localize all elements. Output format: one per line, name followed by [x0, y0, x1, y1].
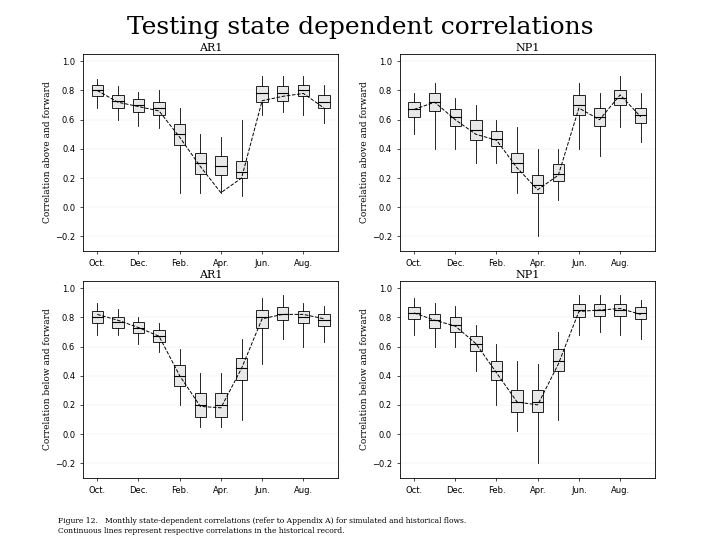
Title: AR1: AR1: [199, 43, 222, 53]
Bar: [236, 160, 247, 178]
Bar: [408, 102, 420, 117]
Bar: [297, 85, 309, 96]
Bar: [573, 95, 585, 116]
Bar: [532, 390, 544, 412]
Bar: [429, 93, 441, 111]
Bar: [236, 358, 247, 380]
Bar: [635, 307, 647, 319]
Bar: [594, 304, 606, 316]
Bar: [491, 131, 502, 146]
Y-axis label: Correlation above and forward: Correlation above and forward: [43, 82, 53, 224]
Bar: [511, 153, 523, 172]
Bar: [553, 164, 564, 181]
Y-axis label: Correlation above and forward: Correlation above and forward: [360, 82, 369, 224]
Bar: [153, 102, 165, 116]
Bar: [91, 312, 103, 323]
Bar: [215, 393, 227, 416]
Text: Testing state dependent correlations: Testing state dependent correlations: [127, 16, 593, 39]
Bar: [635, 108, 647, 123]
Bar: [91, 85, 103, 96]
Bar: [256, 310, 268, 328]
Bar: [491, 361, 502, 380]
Y-axis label: Correlation below and forward: Correlation below and forward: [360, 308, 369, 450]
Bar: [511, 390, 523, 412]
Bar: [277, 86, 289, 101]
Y-axis label: Correlation below and forward: Correlation below and forward: [43, 308, 53, 450]
Bar: [174, 366, 185, 386]
Bar: [194, 393, 206, 416]
Bar: [470, 336, 482, 351]
Bar: [573, 304, 585, 318]
Bar: [153, 330, 165, 342]
Bar: [132, 322, 144, 333]
Bar: [112, 318, 124, 328]
Bar: [174, 124, 185, 145]
Bar: [429, 314, 441, 328]
Title: NP1: NP1: [516, 43, 539, 53]
Bar: [470, 120, 482, 140]
Title: AR1: AR1: [199, 270, 222, 280]
Bar: [594, 108, 606, 125]
Bar: [215, 156, 227, 175]
Bar: [408, 307, 420, 319]
Bar: [614, 304, 626, 316]
Bar: [318, 95, 330, 108]
Text: Figure 12.   Monthly state-dependent correlations (refer to Appendix A) for simu: Figure 12. Monthly state-dependent corre…: [58, 517, 466, 535]
Bar: [277, 307, 289, 320]
Bar: [318, 314, 330, 326]
Bar: [132, 99, 144, 112]
Bar: [256, 86, 268, 102]
Bar: [112, 95, 124, 108]
Bar: [297, 312, 309, 323]
Bar: [194, 153, 206, 174]
Bar: [532, 175, 544, 193]
Bar: [614, 91, 626, 105]
Bar: [449, 318, 461, 332]
Bar: [449, 110, 461, 125]
Bar: [553, 349, 564, 372]
Title: NP1: NP1: [516, 270, 539, 280]
